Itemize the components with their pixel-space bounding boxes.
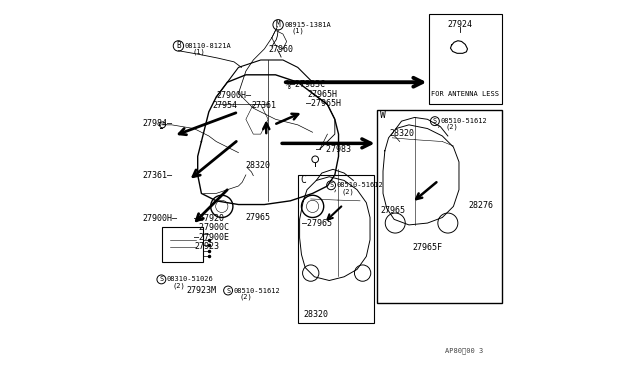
Text: 08915-1381A: 08915-1381A bbox=[284, 22, 331, 28]
Text: 27923: 27923 bbox=[194, 242, 219, 251]
Text: AP80⁃00 3: AP80⁃00 3 bbox=[445, 347, 483, 354]
Bar bbox=[429, 14, 502, 105]
Text: (2): (2) bbox=[445, 124, 458, 130]
Bar bbox=[378, 110, 502, 303]
Text: —27965: —27965 bbox=[302, 219, 332, 228]
Text: 27900H—: 27900H— bbox=[216, 91, 252, 100]
Text: 27965H: 27965H bbox=[307, 90, 337, 99]
Text: S: S bbox=[329, 182, 333, 188]
Text: 27965F: 27965F bbox=[413, 243, 443, 251]
Text: (1): (1) bbox=[292, 28, 305, 34]
Text: —27965H: —27965H bbox=[306, 99, 341, 108]
Text: 08310-51026: 08310-51026 bbox=[167, 276, 214, 282]
Text: 27965: 27965 bbox=[246, 213, 271, 222]
Text: 08510-51612: 08510-51612 bbox=[440, 118, 487, 124]
Bar bbox=[298, 175, 374, 323]
Text: 27900H—: 27900H— bbox=[142, 214, 177, 223]
Text: 27960: 27960 bbox=[269, 45, 294, 54]
Text: FOR ANTENNA LESS: FOR ANTENNA LESS bbox=[431, 91, 499, 97]
Text: 08510-51612: 08510-51612 bbox=[337, 182, 383, 188]
Text: S: S bbox=[159, 276, 163, 282]
Text: C: C bbox=[301, 176, 307, 185]
Text: S: S bbox=[433, 118, 437, 124]
Text: B: B bbox=[176, 41, 180, 51]
Text: —27920: —27920 bbox=[194, 214, 224, 223]
Text: 08510-51612: 08510-51612 bbox=[234, 288, 280, 294]
Text: 27965: 27965 bbox=[380, 206, 405, 215]
Bar bbox=[163, 227, 204, 262]
Text: S: S bbox=[226, 288, 230, 294]
Text: —27900C: —27900C bbox=[194, 223, 229, 232]
Text: 27361—: 27361— bbox=[142, 171, 172, 180]
Text: ⅜—27983C: ⅜—27983C bbox=[286, 80, 326, 89]
Text: 28320: 28320 bbox=[303, 311, 328, 320]
Text: (2): (2) bbox=[239, 293, 252, 300]
Text: 27984—: 27984— bbox=[142, 119, 172, 128]
Text: (1): (1) bbox=[192, 49, 205, 55]
Text: (2): (2) bbox=[173, 282, 186, 289]
Text: 28320: 28320 bbox=[390, 129, 415, 138]
Text: 28276: 28276 bbox=[468, 201, 493, 210]
Text: 27361: 27361 bbox=[252, 101, 276, 110]
Text: — 27983: — 27983 bbox=[316, 145, 351, 154]
Text: 28320: 28320 bbox=[246, 161, 271, 170]
Text: W: W bbox=[380, 110, 386, 120]
Text: 08110-8121A: 08110-8121A bbox=[185, 43, 232, 49]
Text: 27923M: 27923M bbox=[187, 286, 216, 295]
Text: (2): (2) bbox=[342, 188, 355, 195]
Text: 27954: 27954 bbox=[212, 101, 237, 110]
Text: M: M bbox=[276, 20, 280, 29]
Text: 27924: 27924 bbox=[447, 20, 472, 29]
Text: —27900E: —27900E bbox=[194, 232, 229, 242]
